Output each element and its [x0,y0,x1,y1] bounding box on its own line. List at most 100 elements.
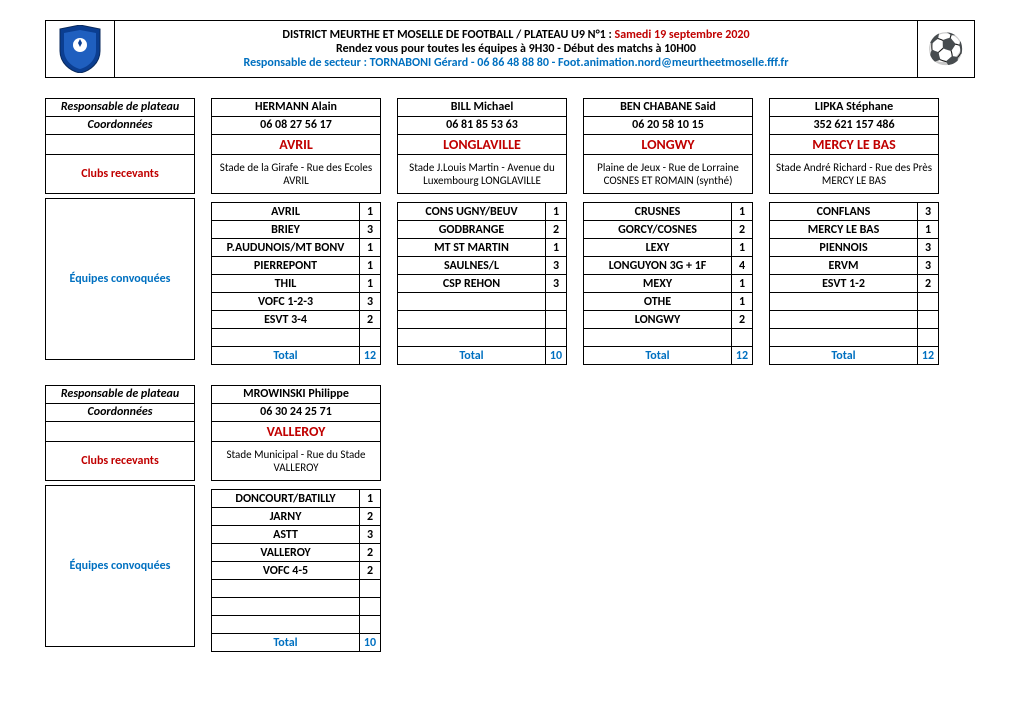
row-labels: Responsable de plateau Coordonnées Clubs… [45,98,195,365]
team-count [546,293,566,310]
team-table: AVRIL1BRIEY3P.AUDUNOIS/MT BONV1PIERREPON… [211,202,381,365]
label-clubs: Clubs recevants [45,155,195,194]
header-text: DISTRICT MEURTHE ET MOSELLE DE FOOTBALL … [115,25,917,73]
venue-address: Stade de la Girafe - Rue des Ecoles AVRI… [211,155,381,194]
label-coord-2: Coordonnées [45,404,195,422]
team-name: THIL [212,275,360,292]
team-row: ESVT 1-22 [770,274,938,292]
team-count: 2 [360,508,380,525]
coord-value: 06 08 27 56 17 [211,117,381,135]
header-date: Samedi 19 septembre 2020 [615,28,750,42]
team-count: 2 [360,544,380,561]
total-label: Total [584,347,732,364]
team-name: AVRIL [212,203,360,220]
header-line2: Rendez vous pour toutes les équipes à 9H… [121,42,911,56]
team-count [918,293,938,310]
team-row: CONS UGNY/BEUV1 [398,203,566,220]
team-row: MEXY1 [584,274,752,292]
team-count: 1 [732,293,752,310]
team-count [360,616,380,633]
location-name: VALLEROY [211,422,381,442]
page: DISTRICT MEURTHE ET MOSELLE DE FOOTBALL … [0,0,1020,721]
total-value: 12 [918,347,938,364]
team-count: 1 [732,203,752,220]
team-row: DONCOURT/BATILLY1 [212,490,380,507]
team-name: LEXY [584,239,732,256]
team-count [360,580,380,597]
team-row [212,328,380,346]
team-count [360,598,380,615]
team-count: 1 [360,257,380,274]
team-row: PIERREPONT1 [212,256,380,274]
team-count: 3 [918,203,938,220]
team-count: 1 [360,275,380,292]
coord-value: 06 20 58 10 15 [583,117,753,135]
team-name [212,329,360,346]
team-row [770,328,938,346]
team-row: ASTT3 [212,525,380,543]
total-label: Total [398,347,546,364]
total-value: 10 [546,347,566,364]
team-count [918,329,938,346]
team-row: LONGUYON 3G + 1F4 [584,256,752,274]
team-row [212,615,380,633]
team-row: MT ST MARTIN1 [398,238,566,256]
team-name [398,329,546,346]
label-coord: Coordonnées [45,117,195,135]
resp-name: LIPKA Stéphane [769,98,939,117]
team-name [770,329,918,346]
ball-icon: ⚽ [917,21,974,77]
team-name: CONFLANS [770,203,918,220]
team-name: P.AUDUNOIS/MT BONV [212,239,360,256]
total-label: Total [212,347,360,364]
label-resp: Responsable de plateau [45,98,195,117]
coord-value: 06 81 85 53 63 [397,117,567,135]
col-0: HERMANN Alain06 08 27 56 17AVRILStade de… [211,98,381,365]
col-1: BILL Michael06 81 85 53 63LONGLAVILLESta… [397,98,567,365]
venue-address: Stade André Richard - Rue des Près MERCY… [769,155,939,194]
team-row: LEXY1 [584,238,752,256]
team-count: 2 [732,221,752,238]
label-clubs-2: Clubs recevants [45,442,195,481]
header-title: DISTRICT MEURTHE ET MOSELLE DE FOOTBALL … [282,28,611,42]
team-name [398,293,546,310]
team-name [212,616,360,633]
team-row: VOFC 1-2-33 [212,292,380,310]
team-count: 3 [918,239,938,256]
coord-value: 352 621 157 486 [769,117,939,135]
team-name: MERCY LE BAS [770,221,918,238]
team-row: P.AUDUNOIS/MT BONV1 [212,238,380,256]
team-row: GODBRANGE2 [398,220,566,238]
team-count: 1 [732,239,752,256]
team-count [546,311,566,328]
location-name: LONGWY [583,135,753,155]
team-name: OTHE [584,293,732,310]
team-row: OTHE1 [584,292,752,310]
total-value: 12 [360,347,380,364]
team-count: 3 [360,526,380,543]
team-count: 1 [360,490,380,507]
district-logo [46,21,115,77]
team-row [212,597,380,615]
team-name: MT ST MARTIN [398,239,546,256]
grid-row-2: Responsable de plateau Coordonnées Clubs… [45,385,975,652]
team-name [770,293,918,310]
team-row: MERCY LE BAS1 [770,220,938,238]
team-name [212,580,360,597]
col-2: BEN CHABANE Said06 20 58 10 15LONGWYPlai… [583,98,753,365]
team-row: ERVM3 [770,256,938,274]
team-row: VOFC 4-52 [212,561,380,579]
grid-row-1: Responsable de plateau Coordonnées Clubs… [45,98,975,365]
team-count: 3 [918,257,938,274]
team-row [398,292,566,310]
coord-value: 06 30 24 25 71 [211,404,381,422]
team-count: 4 [732,257,752,274]
location-name: AVRIL [211,135,381,155]
team-count: 1 [732,275,752,292]
team-count: 2 [360,311,380,328]
team-row: LONGWY2 [584,310,752,328]
row-labels-2: Responsable de plateau Coordonnées Clubs… [45,385,195,652]
team-table: CONFLANS3MERCY LE BAS1PIENNOIS3ERVM3ESVT… [769,202,939,365]
team-count: 3 [360,221,380,238]
team-name: VOFC 1-2-3 [212,293,360,310]
